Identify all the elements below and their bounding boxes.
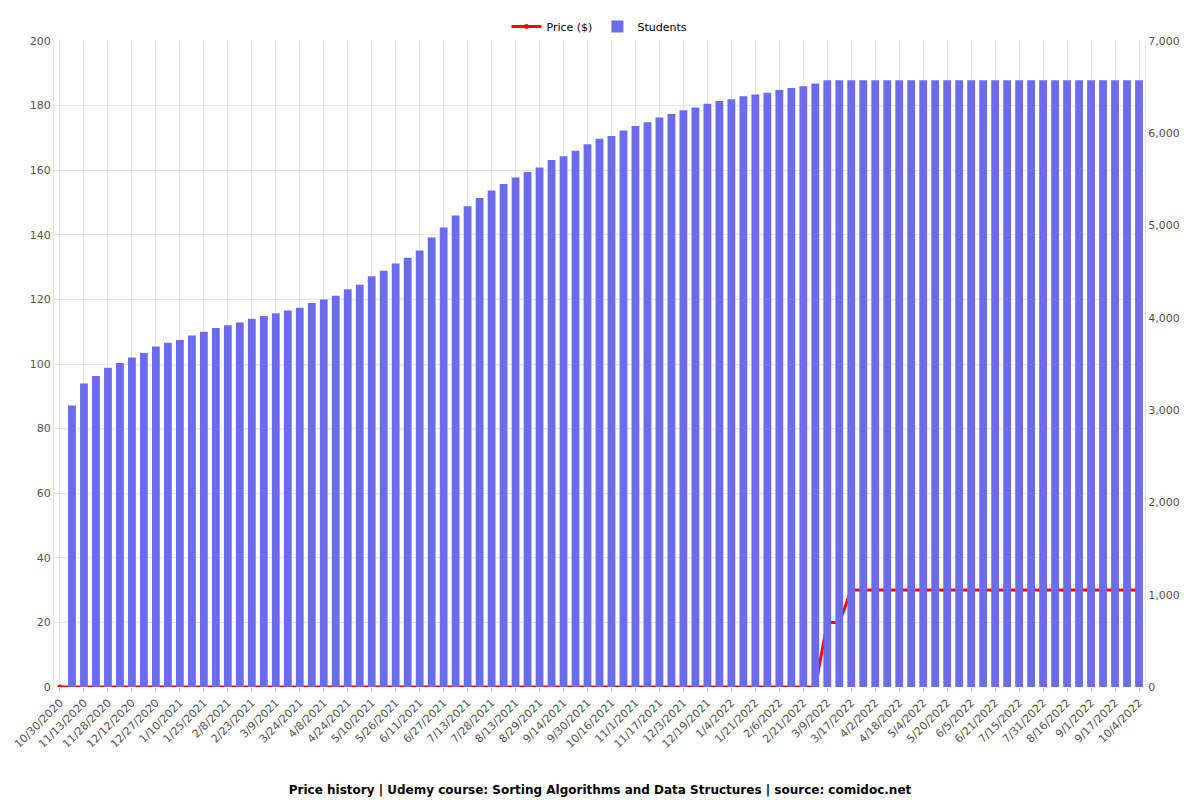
svg-text:7/31/2022: 7/31/2022 — [1000, 697, 1049, 746]
svg-text:3/17/2022: 3/17/2022 — [808, 697, 857, 746]
svg-text:200: 200 — [30, 35, 51, 48]
svg-text:8/16/2022: 8/16/2022 — [1024, 697, 1073, 746]
svg-text:10/4/2022: 10/4/2022 — [1096, 697, 1145, 746]
svg-text:4/18/2022: 4/18/2022 — [856, 697, 905, 746]
svg-text:2,000: 2,000 — [1148, 496, 1180, 509]
svg-text:40: 40 — [37, 552, 51, 565]
svg-text:10/16/2021: 10/16/2021 — [563, 697, 617, 751]
svg-text:5/10/2021: 5/10/2021 — [329, 697, 378, 746]
svg-text:4/24/2021: 4/24/2021 — [305, 697, 354, 746]
svg-text:160: 160 — [30, 164, 51, 177]
svg-text:3,000: 3,000 — [1148, 404, 1180, 417]
svg-text:Students: Students — [637, 21, 686, 34]
svg-text:1/10/2021: 1/10/2021 — [137, 697, 186, 746]
svg-text:8/13/2021: 8/13/2021 — [473, 697, 522, 746]
svg-text:5/4/2022: 5/4/2022 — [885, 697, 929, 741]
svg-text:180: 180 — [30, 99, 51, 112]
svg-text:11/17/2021: 11/17/2021 — [611, 697, 665, 751]
svg-text:80: 80 — [37, 422, 51, 435]
svg-text:6/27/2021: 6/27/2021 — [401, 697, 450, 746]
svg-text:2/23/2021: 2/23/2021 — [209, 697, 258, 746]
svg-text:7,000: 7,000 — [1148, 35, 1180, 48]
svg-text:2/21/2022: 2/21/2022 — [760, 697, 809, 746]
svg-text:0: 0 — [44, 681, 51, 694]
svg-text:20: 20 — [37, 616, 51, 629]
svg-text:5/26/2021: 5/26/2021 — [353, 697, 402, 746]
svg-text:9/17/2022: 9/17/2022 — [1072, 697, 1121, 746]
svg-text:7/13/2021: 7/13/2021 — [425, 697, 474, 746]
svg-text:9/30/2021: 9/30/2021 — [544, 697, 593, 746]
svg-text:12/12/2020: 12/12/2020 — [84, 697, 138, 751]
svg-text:1/25/2021: 1/25/2021 — [161, 697, 210, 746]
svg-text:4/2/2022: 4/2/2022 — [837, 697, 881, 741]
svg-text:3/9/2021: 3/9/2021 — [238, 697, 282, 741]
svg-text:6,000: 6,000 — [1148, 127, 1180, 140]
svg-text:0: 0 — [1148, 681, 1155, 694]
svg-text:11/1/2021: 11/1/2021 — [592, 697, 641, 746]
svg-text:3/24/2021: 3/24/2021 — [257, 697, 306, 746]
svg-text:12/19/2021: 12/19/2021 — [659, 697, 713, 751]
svg-text:6/11/2021: 6/11/2021 — [377, 697, 426, 746]
svg-text:8/29/2021: 8/29/2021 — [496, 697, 545, 746]
svg-text:Price ($): Price ($) — [547, 21, 593, 34]
svg-text:120: 120 — [30, 293, 51, 306]
svg-text:2/8/2021: 2/8/2021 — [190, 697, 234, 741]
svg-text:5,000: 5,000 — [1148, 219, 1180, 232]
svg-text:100: 100 — [30, 358, 51, 371]
svg-text:1,000: 1,000 — [1148, 589, 1180, 602]
svg-text:4/8/2021: 4/8/2021 — [286, 697, 330, 741]
svg-text:9/14/2021: 9/14/2021 — [520, 697, 569, 746]
svg-text:7/28/2021: 7/28/2021 — [449, 697, 498, 746]
svg-text:3/9/2022: 3/9/2022 — [789, 697, 833, 741]
svg-text:60: 60 — [37, 487, 51, 500]
svg-text:1/21/2022: 1/21/2022 — [712, 697, 761, 746]
svg-text:1/4/2022: 1/4/2022 — [693, 697, 737, 741]
svg-text:11/28/2020: 11/28/2020 — [60, 697, 114, 751]
svg-text:2/6/2022: 2/6/2022 — [741, 697, 785, 741]
svg-text:12/27/2020: 12/27/2020 — [108, 697, 162, 751]
svg-text:6/21/2022: 6/21/2022 — [952, 697, 1001, 746]
svg-text:5/20/2022: 5/20/2022 — [904, 697, 953, 746]
svg-text:6/5/2022: 6/5/2022 — [933, 697, 977, 741]
svg-text:9/1/2022: 9/1/2022 — [1053, 697, 1097, 741]
svg-text:Price history | Udemy course:: Price history | Udemy course: Sorting Al… — [289, 783, 912, 797]
svg-text:11/13/2020: 11/13/2020 — [36, 697, 90, 751]
svg-text:7/15/2022: 7/15/2022 — [976, 697, 1025, 746]
svg-text:4,000: 4,000 — [1148, 312, 1180, 325]
svg-text:12/3/2021: 12/3/2021 — [640, 697, 689, 746]
svg-text:10/30/2020: 10/30/2020 — [12, 697, 66, 751]
svg-text:140: 140 — [30, 229, 51, 242]
